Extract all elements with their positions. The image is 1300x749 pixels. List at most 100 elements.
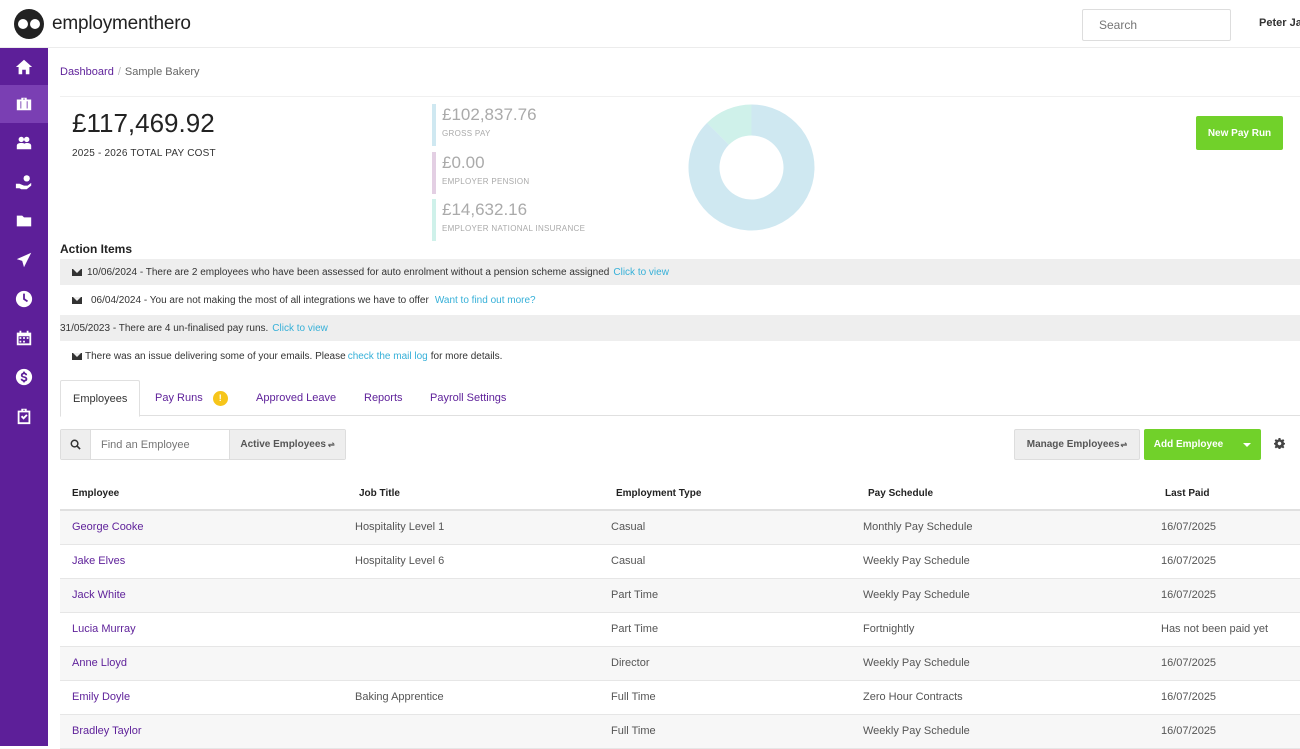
section-tabs: Employees Pay Runs! Approved Leave Repor… — [60, 380, 1300, 417]
active-employees-label: Active Employees — [240, 439, 326, 450]
active-employees-dropdown[interactable]: Active Employees ⇌ — [229, 430, 345, 459]
sidebar-item-documents[interactable] — [0, 202, 48, 240]
last-paid-cell: 16/07/2025 — [1161, 691, 1217, 703]
action-item: 06/04/2024 - You are not making the most… — [60, 287, 1300, 313]
table-row[interactable]: Lucia Murray Part Time Fortnightly Has n… — [60, 613, 1300, 647]
sidebar-item-payroll[interactable] — [0, 85, 48, 123]
column-header-last-paid[interactable]: Last Paid — [1165, 488, 1210, 499]
action-item-link[interactable]: Want to find out more? — [434, 294, 536, 306]
employment-type-cell: Full Time — [611, 725, 656, 737]
employee-name-link[interactable]: Bradley Taylor — [72, 725, 142, 737]
clock-icon — [15, 290, 33, 308]
employment-type-cell: Part Time — [611, 623, 659, 635]
donut-slice-gross-pay — [688, 104, 815, 231]
table-row[interactable]: George Cooke Hospitality Level 1 Casual … — [60, 511, 1300, 545]
sidebar-item-rostering[interactable] — [0, 319, 48, 357]
main-content: Dashboard / Sample Bakery £117,469.92 2025… — [48, 48, 1300, 749]
home-icon — [15, 59, 33, 75]
breadcrumb-current: Sample Bakery — [124, 66, 200, 78]
tab-employees[interactable]: Employees — [60, 380, 141, 417]
envelope-icon — [72, 352, 82, 360]
employer-pension-label: EMPLOYER PENSION — [442, 177, 530, 186]
breadcrumb: Dashboard / Sample Bakery — [60, 66, 199, 78]
last-paid-cell: 16/07/2025 — [1161, 657, 1217, 669]
action-item-text: 06/04/2024 - You are not making the most… — [91, 294, 429, 306]
action-item: There was an issue delivering some of yo… — [60, 343, 1300, 369]
sidebar-item-tasks[interactable] — [0, 397, 48, 435]
employee-name-link[interactable]: Emily Doyle — [72, 691, 131, 703]
job-title-cell: Hospitality Level 6 — [355, 555, 445, 567]
sidebar-item-expenses[interactable] — [0, 358, 48, 396]
employee-name-link[interactable]: Lucia Murray — [72, 623, 136, 635]
sidebar-item-leave[interactable] — [0, 241, 48, 279]
table-row[interactable]: Emily Doyle Baking Apprentice Full Time … — [60, 681, 1300, 715]
action-item-link[interactable]: Click to view — [272, 322, 328, 334]
sidebar-item-benefits[interactable] — [0, 163, 48, 201]
employee-name-link[interactable]: Jack White — [72, 589, 126, 601]
tab-payroll-settings[interactable]: Payroll Settings — [430, 380, 506, 416]
employer-pension-amount: £0.00 — [442, 153, 485, 172]
find-employee-input[interactable] — [91, 430, 229, 459]
calendar-icon — [16, 330, 32, 346]
pay-cost-donut-chart — [688, 104, 815, 231]
last-paid-cell: Has not been paid yet — [1161, 623, 1269, 635]
user-menu[interactable]: Peter Ja — [1259, 17, 1300, 29]
last-paid-cell: 16/07/2025 — [1161, 589, 1217, 601]
logo-icon — [14, 9, 44, 39]
clipboard-check-icon — [17, 408, 31, 425]
sidebar-item-home[interactable] — [0, 48, 48, 86]
action-item-suffix: for more details. — [430, 350, 503, 362]
search-icon[interactable] — [61, 430, 91, 459]
pay-schedule-cell: Weekly Pay Schedule — [863, 589, 970, 601]
sidebar-item-people[interactable] — [0, 124, 48, 162]
divider — [60, 96, 1300, 97]
pay-schedule-cell: Weekly Pay Schedule — [863, 657, 970, 669]
table-row[interactable]: Anne Lloyd Director Weekly Pay Schedule … — [60, 647, 1300, 681]
table-header-divider — [60, 509, 1300, 511]
plane-icon — [16, 252, 32, 268]
tab-reports[interactable]: Reports — [364, 380, 403, 416]
table-row[interactable]: Bradley Taylor Full Time Weekly Pay Sche… — [60, 715, 1300, 749]
search-input[interactable] — [1082, 9, 1231, 41]
column-header-employee[interactable]: Employee — [72, 488, 120, 499]
employer-ni-stat: £14,632.16 EMPLOYER NATIONAL INSURANCE — [432, 199, 632, 241]
total-pay-cost-amount: £117,469.92 — [72, 108, 215, 138]
folder-icon — [16, 215, 32, 227]
employment-type-cell: Casual — [611, 521, 646, 533]
chevron-down-icon[interactable] — [1233, 429, 1261, 460]
tab-pay-runs[interactable]: Pay Runs! — [155, 380, 228, 416]
column-header-employment-type[interactable]: Employment Type — [616, 488, 702, 499]
job-title-cell: Hospitality Level 1 — [355, 521, 445, 533]
employer-ni-amount: £14,632.16 — [442, 200, 528, 219]
tab-approved-leave[interactable]: Approved Leave — [256, 380, 336, 416]
gear-icon[interactable] — [1274, 438, 1285, 449]
people-icon — [16, 136, 32, 150]
employee-name-link[interactable]: Anne Lloyd — [72, 657, 128, 669]
brand-logo[interactable]: employmenthero — [14, 9, 191, 39]
manage-employees-button[interactable]: Manage Employees ⇌ — [1014, 429, 1140, 460]
action-item-link[interactable]: Click to view — [613, 266, 669, 278]
employee-name-link[interactable]: Jake Elves — [72, 555, 126, 567]
table-row[interactable]: Jake Elves Hospitality Level 6 Casual We… — [60, 545, 1300, 579]
action-item-text: 31/05/2023 - There are 4 un-finalised pa… — [60, 322, 269, 334]
employee-name-link[interactable]: George Cooke — [72, 521, 144, 533]
employer-pension-stat: £0.00 EMPLOYER PENSION — [432, 152, 632, 194]
column-header-pay-schedule[interactable]: Pay Schedule — [868, 488, 934, 499]
last-paid-cell: 16/07/2025 — [1161, 725, 1217, 737]
gross-pay-stat: £102,837.76 GROSS PAY — [432, 104, 632, 146]
add-employee-button[interactable]: Add Employee — [1153, 439, 1224, 450]
manage-employees-label: Manage Employees — [1026, 439, 1120, 450]
table-row[interactable]: Jack White Part Time Weekly Pay Schedule… — [60, 579, 1300, 613]
envelope-icon — [72, 296, 82, 304]
new-pay-run-button[interactable]: New Pay Run — [1196, 116, 1283, 150]
brand-name: employmenthero — [52, 13, 191, 34]
gross-pay-amount: £102,837.76 — [442, 105, 537, 124]
breadcrumb-dashboard-link[interactable]: Dashboard — [60, 66, 114, 78]
warning-badge: ! — [212, 390, 228, 406]
action-items-title: Action Items — [60, 242, 133, 256]
column-header-job-title[interactable]: Job Title — [359, 488, 400, 499]
job-title-cell: Baking Apprentice — [355, 691, 444, 703]
action-item-link[interactable]: check the mail log — [347, 350, 428, 362]
tab-label: Approved Leave — [256, 392, 337, 404]
sidebar-item-timesheets[interactable] — [0, 280, 48, 318]
